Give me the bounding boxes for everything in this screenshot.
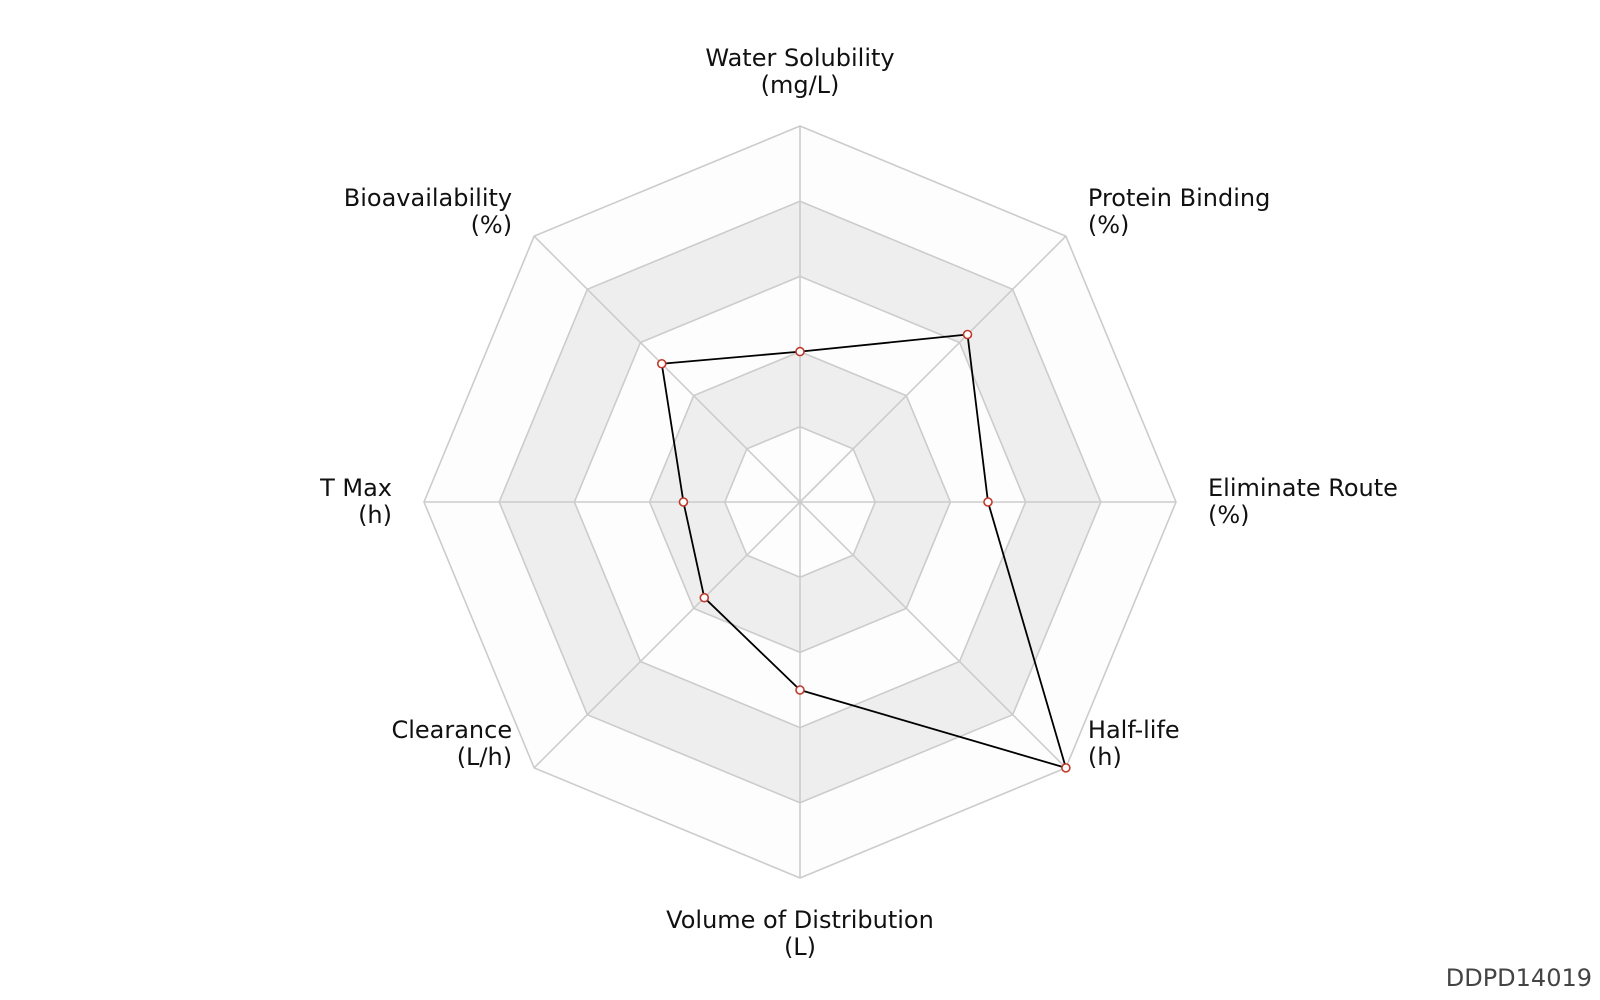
chart-id-label: DDPD14019 <box>1445 964 1592 992</box>
axis-label-name-4: Volume of Distribution <box>666 906 934 934</box>
data-point-4 <box>795 685 805 695</box>
spoke-5 <box>533 501 801 769</box>
axis-label-unit-0: (mg/L) <box>761 71 840 99</box>
data-point-3 <box>1061 763 1071 773</box>
spoke-7 <box>533 235 801 503</box>
data-point-6 <box>678 497 689 507</box>
spoke-1 <box>799 235 1067 503</box>
data-point-7 <box>656 358 667 369</box>
axis-label-unit-4: (L) <box>784 933 816 961</box>
axis-labels: Water Solubility(mg/L)Protein Binding(%)… <box>319 44 1398 961</box>
axis-label-name-1: Protein Binding <box>1088 184 1270 212</box>
axis-label-name-6: T Max <box>319 474 392 502</box>
axis-label-unit-6: (h) <box>358 501 392 529</box>
data-point-0 <box>795 346 805 357</box>
axis-label-name-5: Clearance <box>391 716 512 744</box>
axis-label-unit-7: (%) <box>471 211 513 239</box>
spoke-3 <box>799 501 1067 769</box>
axis-label-name-7: Bioavailability <box>344 184 512 212</box>
radar-spokes <box>424 126 1176 878</box>
data-point-1 <box>962 329 973 340</box>
axis-label-name-2: Eliminate Route <box>1208 474 1398 502</box>
radar-points <box>656 329 1071 773</box>
data-point-5 <box>699 592 710 603</box>
axis-label-name-3: Half-life <box>1088 716 1180 744</box>
data-point-2 <box>983 497 993 507</box>
axis-label-name-0: Water Solubility <box>705 44 894 72</box>
axis-label-unit-2: (%) <box>1208 501 1250 529</box>
axis-label-unit-3: (h) <box>1088 743 1122 771</box>
axis-label-unit-5: (L/h) <box>457 743 512 771</box>
axis-label-unit-1: (%) <box>1088 211 1130 239</box>
